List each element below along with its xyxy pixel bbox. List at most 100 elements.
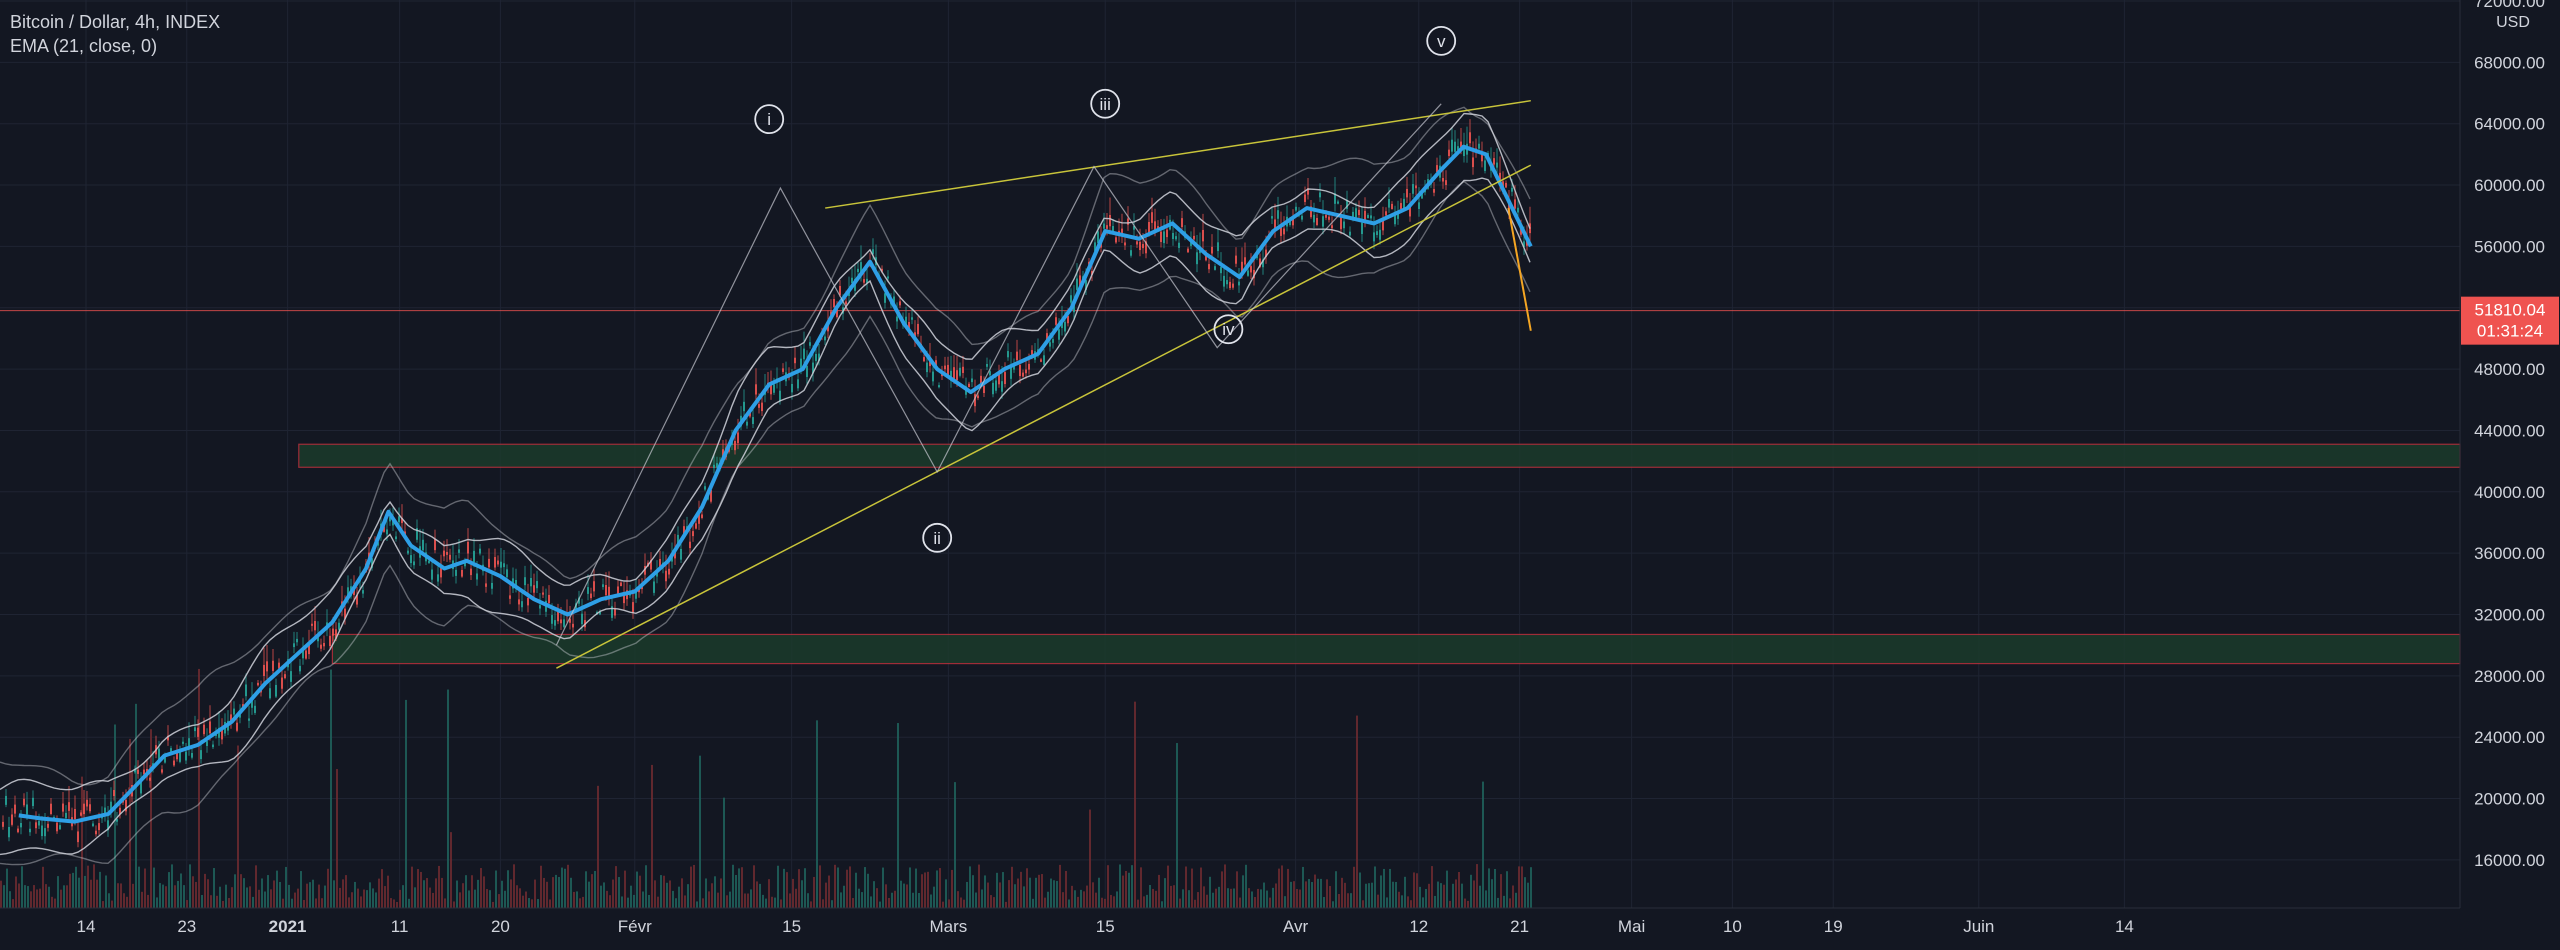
price-tick-label[interactable]: 24000.00 [2474, 728, 2545, 747]
wave-label-iv[interactable]: iv [1222, 320, 1235, 339]
time-tick-label[interactable]: Mai [1618, 917, 1645, 936]
price-tick-label[interactable]: 64000.00 [2474, 115, 2545, 134]
wave-label-circle[interactable] [1213, 314, 1244, 345]
candle-body [953, 367, 955, 379]
volume-bar [336, 769, 338, 908]
volume-bar [1017, 878, 1019, 908]
volume-bar [906, 884, 908, 908]
volume-bar [333, 880, 335, 908]
candle-body [206, 741, 208, 746]
candle-body [962, 366, 964, 373]
wave-label-iii[interactable]: iii [1100, 95, 1111, 114]
price-tick-label[interactable]: 56000.00 [2474, 237, 2545, 256]
candle-body [416, 528, 418, 540]
price-tick-label[interactable]: 28000.00 [2474, 667, 2545, 686]
candle-body [1295, 206, 1297, 211]
wave-label-circle[interactable] [922, 522, 953, 553]
time-tick-label[interactable]: 11 [391, 917, 409, 936]
price-tick-label[interactable]: 32000.00 [2474, 606, 2545, 625]
time-tick-label[interactable]: Juin [1963, 917, 1994, 936]
time-tick-label[interactable]: 19 [1824, 917, 1843, 936]
last-price-value[interactable]: 51810.04 [2475, 301, 2546, 320]
countdown-timer[interactable]: 01:31:24 [2477, 322, 2543, 341]
volume-bar [804, 868, 806, 908]
candle-body [1058, 329, 1060, 340]
wave-label-ii[interactable]: ii [933, 529, 941, 548]
volume-bar [549, 899, 551, 908]
price-tick-label[interactable]: 68000.00 [2474, 53, 2545, 72]
volume-bar [678, 886, 680, 908]
time-tick-label[interactable]: 20 [491, 917, 510, 936]
wave-label-circle[interactable] [754, 104, 785, 134]
trendlines[interactable] [555, 99, 1532, 669]
price-tick-label[interactable]: 44000.00 [2474, 421, 2545, 440]
wave-label-circle[interactable] [1426, 25, 1457, 56]
time-tick-label[interactable]: 12 [1409, 917, 1428, 936]
last-price-badge[interactable] [2461, 296, 2559, 345]
candle-body [77, 831, 79, 843]
price-tick-label[interactable]: 20000.00 [2474, 790, 2545, 809]
time-tick-label[interactable]: 15 [782, 917, 801, 936]
volume-bar [402, 885, 404, 908]
time-tick-label[interactable]: Févr [618, 917, 652, 936]
support-zone[interactable] [298, 443, 2461, 468]
candle-body [68, 802, 70, 811]
time-tick-label[interactable]: Mars [930, 917, 968, 936]
price-tick-label[interactable]: 36000.00 [2474, 544, 2545, 563]
candle-body [455, 569, 457, 576]
price-tick-label[interactable]: 48000.00 [2474, 360, 2545, 379]
candle-body [170, 748, 172, 752]
volume-bar [1179, 898, 1181, 908]
volume-bar [267, 875, 269, 908]
volume-bar [234, 874, 236, 908]
price-tick-label[interactable]: 72000.00 [2474, 0, 2545, 11]
time-tick-label[interactable]: 10 [1723, 917, 1742, 936]
volume-bar [297, 888, 299, 908]
wave-path[interactable] [555, 103, 1442, 646]
price-tick-label[interactable]: 40000.00 [2474, 483, 2545, 502]
support-zone[interactable] [331, 633, 2461, 665]
candle-body [1418, 202, 1420, 209]
volume-bar [723, 797, 725, 908]
volume-bar [1056, 880, 1058, 908]
price-tick-label[interactable]: 16000.00 [2474, 851, 2545, 870]
volume-bar [1344, 882, 1346, 908]
price-tick-label[interactable]: 60000.00 [2474, 176, 2545, 195]
lower-trendline[interactable] [556, 164, 1532, 669]
time-tick-label[interactable]: Avr [1283, 917, 1309, 936]
candle-body [1373, 232, 1375, 242]
time-tick-label[interactable]: 15 [1096, 917, 1115, 936]
wave-label-v[interactable]: v [1437, 32, 1446, 51]
time-tick-label[interactable]: 2021 [269, 917, 307, 936]
volume-bar [1161, 901, 1163, 908]
candle-body [1367, 215, 1369, 219]
volume-bar [744, 893, 746, 908]
indicator-title[interactable]: EMA (21, close, 0) [10, 36, 158, 56]
candle-body [563, 619, 565, 627]
upper-trendline[interactable] [825, 99, 1531, 209]
time-tick-label[interactable]: 14 [77, 917, 96, 936]
chart-legend[interactable]: Bitcoin / Dollar, 4h, INDEX EMA (21, clo… [10, 10, 220, 58]
volume-bar [837, 867, 839, 908]
time-tick-label[interactable]: 14 [2115, 917, 2134, 936]
symbol-title[interactable]: Bitcoin / Dollar, 4h, INDEX [10, 12, 221, 32]
time-tick-label[interactable]: 21 [1510, 917, 1529, 936]
time-tick-label[interactable]: 23 [177, 917, 196, 936]
candle-body [1127, 218, 1129, 225]
candle-body [1454, 141, 1456, 152]
candle-body [113, 790, 115, 797]
volume-bar [669, 880, 671, 908]
current-move-line[interactable] [1507, 207, 1532, 331]
volume-bar [189, 864, 191, 908]
wave-label-circle[interactable] [1090, 88, 1121, 119]
candle-body [1112, 226, 1114, 232]
volume-bar [1233, 888, 1235, 908]
volume-bar [552, 877, 554, 908]
wave-label-i[interactable]: i [767, 110, 771, 129]
volume-bar [885, 884, 887, 908]
volume-bar [1395, 881, 1397, 908]
